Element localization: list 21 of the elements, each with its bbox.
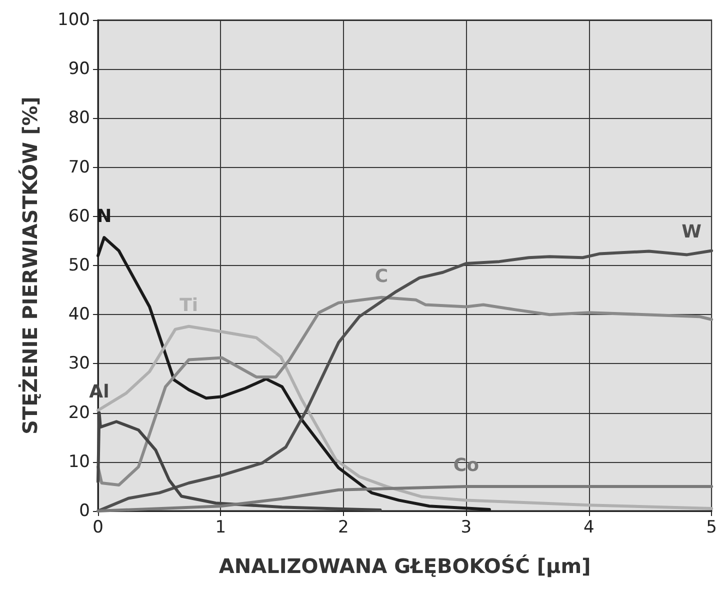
y-tick-label: 90 — [68, 59, 90, 80]
y-tick-label: 60 — [68, 206, 90, 226]
x-tick-label: 4 — [583, 518, 594, 538]
x-axis-title: ANALIZOWANA GŁĘBOKOŚĆ [µm] — [218, 554, 591, 578]
y-tick-label: 0 — [79, 501, 90, 521]
y-tick-label: 40 — [68, 304, 90, 325]
x-tick-label: 5 — [706, 518, 718, 538]
y-axis-title: STĘŻENIE PIERWIASTKÓW [%] — [18, 96, 42, 434]
x-tick-label: 3 — [460, 518, 472, 538]
series-label: C — [374, 266, 388, 287]
y-tick-label: 50 — [68, 256, 90, 276]
y-tick-label: 20 — [68, 402, 90, 423]
x-tick-label: 2 — [338, 518, 349, 538]
y-tick-label: 100 — [58, 10, 90, 30]
x-tick-label: 0 — [92, 518, 104, 538]
y-tick-label: 70 — [68, 157, 90, 178]
y-tick-label: 30 — [68, 354, 90, 374]
y-tick-label: 10 — [68, 452, 90, 472]
series-label: W — [682, 221, 702, 242]
y-tick-label: 80 — [68, 108, 90, 128]
x-tick-label: 1 — [215, 518, 226, 538]
